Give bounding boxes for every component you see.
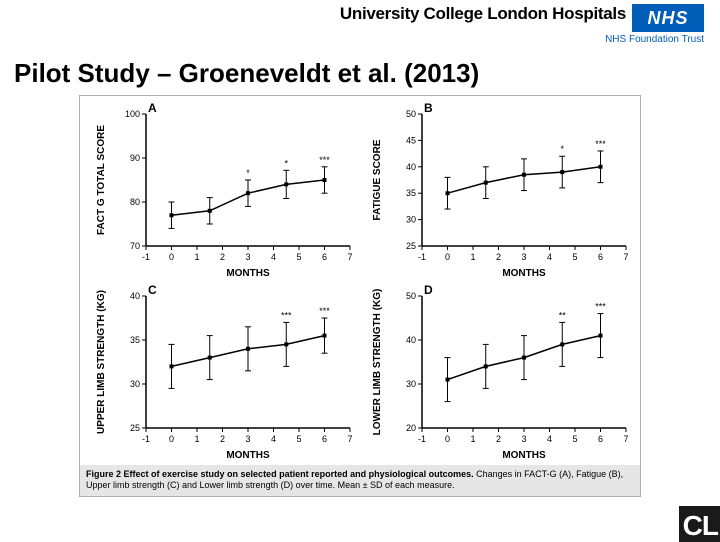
svg-text:3: 3	[521, 434, 526, 444]
svg-text:***: ***	[319, 155, 330, 165]
svg-text:1: 1	[194, 252, 199, 262]
svg-text:7: 7	[623, 434, 628, 444]
page-title: Pilot Study – Groeneveldt et al. (2013)	[14, 58, 720, 89]
footer-bar	[0, 500, 720, 540]
svg-text:MONTHS: MONTHS	[502, 268, 546, 279]
svg-text:4: 4	[271, 434, 276, 444]
svg-text:-1: -1	[418, 434, 426, 444]
svg-text:MONTHS: MONTHS	[502, 450, 546, 461]
hospital-name: University College London Hospitals	[340, 4, 626, 24]
svg-text:5: 5	[296, 252, 301, 262]
svg-text:3: 3	[245, 434, 250, 444]
svg-text:D: D	[424, 283, 433, 297]
svg-text:***: ***	[281, 310, 292, 320]
svg-text:4: 4	[547, 252, 552, 262]
svg-text:*: *	[246, 168, 250, 178]
svg-text:*: *	[560, 144, 564, 154]
svg-text:20: 20	[406, 423, 416, 433]
svg-text:MONTHS: MONTHS	[226, 268, 270, 279]
svg-text:0: 0	[169, 252, 174, 262]
svg-text:***: ***	[319, 306, 330, 316]
panel-b: 253035404550-101234567MONTHSFATIGUE SCOR…	[364, 100, 634, 280]
svg-text:-1: -1	[418, 252, 426, 262]
svg-text:0: 0	[445, 434, 450, 444]
caption-bold: Figure 2 Effect of exercise study on sel…	[86, 469, 474, 479]
svg-text:LOWER LIMB STRENGTH (KG): LOWER LIMB STRENGTH (KG)	[372, 289, 383, 436]
svg-text:6: 6	[598, 252, 603, 262]
svg-text:FATIGUE SCORE: FATIGUE SCORE	[372, 139, 383, 220]
svg-text:5: 5	[296, 434, 301, 444]
svg-text:40: 40	[406, 162, 416, 172]
svg-text:45: 45	[406, 135, 416, 145]
svg-text:1: 1	[470, 252, 475, 262]
svg-text:70: 70	[130, 241, 140, 251]
svg-text:***: ***	[595, 302, 606, 312]
svg-text:-1: -1	[142, 434, 150, 444]
svg-text:C: C	[148, 283, 157, 297]
nhs-badge: NHS	[632, 4, 704, 32]
figure-box: 708090100-101234567MONTHSFACT G TOTAL SC…	[79, 95, 641, 497]
svg-text:FACT G TOTAL SCORE: FACT G TOTAL SCORE	[96, 125, 107, 235]
svg-text:30: 30	[406, 379, 416, 389]
svg-text:6: 6	[322, 434, 327, 444]
svg-text:0: 0	[445, 252, 450, 262]
panel-a: 70 80 90 100 -1 0 1 2 3 4 5 6 7 MONTHS FACT G TOTAL SC…	[88, 100, 358, 280]
svg-text:2: 2	[220, 252, 225, 262]
svg-text:7: 7	[623, 252, 628, 262]
svg-text:6: 6	[598, 434, 603, 444]
svg-text:35: 35	[406, 188, 416, 198]
svg-text:7: 7	[347, 252, 352, 262]
svg-text:25: 25	[130, 423, 140, 433]
svg-text:50: 50	[406, 109, 416, 119]
svg-text:B: B	[424, 101, 433, 115]
svg-text:-1: -1	[142, 252, 150, 262]
svg-text:90: 90	[130, 153, 140, 163]
svg-text:1: 1	[470, 434, 475, 444]
svg-text:4: 4	[271, 252, 276, 262]
svg-text:5: 5	[572, 252, 577, 262]
svg-text:1: 1	[194, 434, 199, 444]
svg-text:25: 25	[406, 241, 416, 251]
svg-text:A: A	[148, 101, 157, 115]
ucl-logo: CL	[679, 506, 720, 542]
panel-d: 20 30 40 50 -1 0 1 2 3 4 5 6 7 MONTHS LOWER LIMB STREN…	[364, 282, 634, 462]
svg-text:***: ***	[595, 139, 606, 149]
header: University College London Hospitals NHS …	[0, 0, 720, 40]
svg-text:35: 35	[130, 335, 140, 345]
svg-text:30: 30	[406, 215, 416, 225]
svg-text:40: 40	[406, 335, 416, 345]
panel-c: 25 30 35 40 -1 0 1 2 3 4 5 6 7 MONTHS UPPER LIMB STREN…	[88, 282, 358, 462]
svg-text:30: 30	[130, 379, 140, 389]
svg-text:80: 80	[130, 197, 140, 207]
svg-text:40: 40	[130, 291, 140, 301]
svg-text:50: 50	[406, 291, 416, 301]
svg-text:4: 4	[547, 434, 552, 444]
svg-text:2: 2	[496, 434, 501, 444]
svg-text:6: 6	[322, 252, 327, 262]
svg-text:2: 2	[220, 434, 225, 444]
svg-text:3: 3	[245, 252, 250, 262]
svg-text:100: 100	[125, 109, 140, 119]
trust-name: NHS Foundation Trust	[605, 34, 704, 45]
svg-text:2: 2	[496, 252, 501, 262]
figure-caption: Figure 2 Effect of exercise study on sel…	[80, 465, 640, 496]
svg-text:**: **	[559, 310, 567, 320]
svg-text:UPPER LIMB STRENGTH (KG): UPPER LIMB STRENGTH (KG)	[96, 290, 107, 434]
svg-text:3: 3	[521, 252, 526, 262]
svg-text:0: 0	[169, 434, 174, 444]
svg-text:MONTHS: MONTHS	[226, 450, 270, 461]
svg-text:*: *	[284, 158, 288, 168]
svg-text:5: 5	[572, 434, 577, 444]
svg-text:7: 7	[347, 434, 352, 444]
